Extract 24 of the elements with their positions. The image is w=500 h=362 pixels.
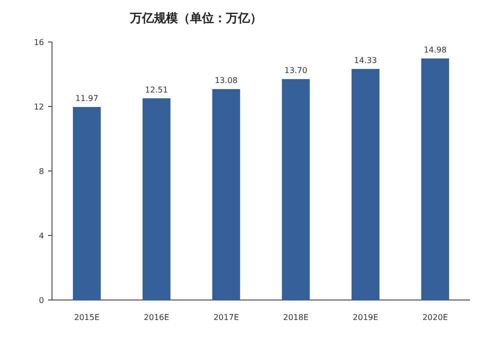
- y-tick-label: 12: [34, 102, 44, 112]
- data-label: 14.98: [424, 45, 447, 54]
- chart-title: 万亿规模（单位：万亿）: [129, 11, 262, 25]
- x-tick-label: 2016E: [144, 313, 170, 322]
- x-tick-label: 2019E: [352, 313, 378, 322]
- bar: [282, 79, 310, 300]
- y-tick-label: 4: [38, 232, 44, 240]
- bar: [352, 68, 380, 300]
- x-tick-label: 2015E: [74, 313, 100, 322]
- y-tick-label: 16: [34, 38, 44, 47]
- bar: [212, 89, 240, 300]
- data-label: 11.97: [75, 94, 98, 103]
- data-label: 13.08: [214, 76, 238, 86]
- x-tick-label: 2017E: [213, 313, 239, 322]
- bar: [72, 106, 101, 300]
- y-tick-label: 8: [38, 167, 44, 176]
- x-tick-label: 2020E: [422, 313, 448, 322]
- y-tick-label: 0: [38, 296, 44, 305]
- data-label: 12.51: [145, 85, 168, 94]
- bar: [421, 58, 450, 300]
- data-label: 14.33: [354, 56, 377, 65]
- bar: [142, 98, 170, 300]
- data-label: 13.70: [284, 66, 308, 76]
- x-tick-label: 2018E: [283, 313, 309, 322]
